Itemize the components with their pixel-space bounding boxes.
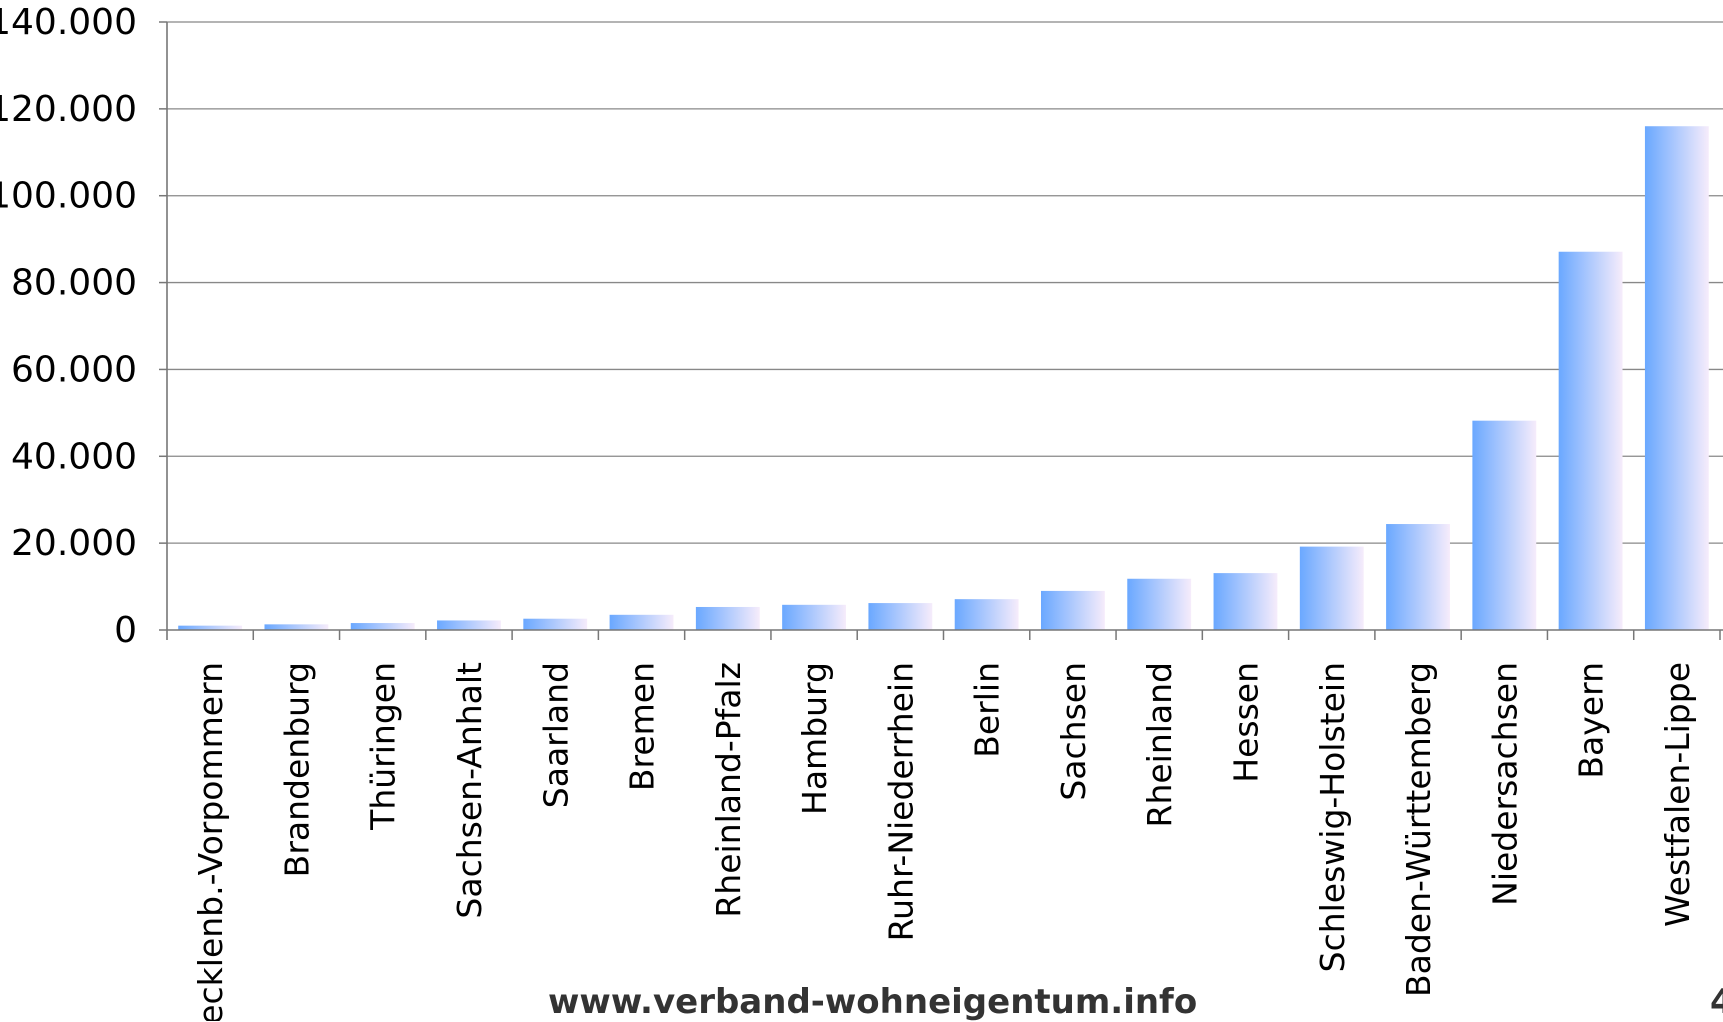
x-tick-label: Niedersachsen [1485,662,1524,906]
x-tick-label: Mecklenb.-Vorpommern [191,662,230,1021]
bar [1040,590,1105,630]
x-tick-label: Rheinland-Pfalz [709,662,748,918]
x-tick-label: Westfalen-Lippe [1658,662,1697,927]
y-tick-label: 40.000 [11,436,137,477]
y-tick-label: 80.000 [11,263,137,304]
page-number: 4 [1710,982,1723,1022]
bar [609,614,674,630]
x-tick-label: Sachsen [1054,662,1093,801]
bar [523,618,588,630]
x-tick-label: Baden-Württemberg [1399,662,1438,997]
bar [1299,546,1364,630]
bar [1558,251,1623,631]
bar [782,604,847,630]
x-tick-label: Saarland [536,662,575,808]
x-tick-label: Bayern [1572,662,1611,779]
y-tick-label: 0 [114,610,137,651]
bar [868,603,933,630]
y-tick-label: 60.000 [11,349,137,390]
bar [264,624,329,630]
footer-url: www.verband-wohneigentum.info [548,982,1198,1022]
gridlines [167,21,1723,544]
x-tick-label: Sachsen-Anhalt [450,662,489,919]
x-tick-label: Bremen [623,662,662,791]
bar [954,599,1019,630]
x-axis-ticks: Mecklenb.-Vorpommern Brandenburg Thüringen… [191,630,1721,1021]
y-tick-label: 140.000 [0,2,137,43]
x-tick-label: Brandenburg [277,662,316,877]
x-tick-label: Berlin [968,662,1007,758]
bar [437,620,501,630]
bar [1472,420,1537,630]
bar [1644,126,1709,630]
bar [350,623,415,630]
bar [1213,573,1278,630]
y-tick-label: 120.000 [0,89,137,130]
x-tick-label: Schleswig-Holstein [1313,662,1352,972]
y-tick-label: 20.000 [11,523,137,564]
y-axis-ticks: 0 20.000 40.000 60.000 80.000 100.000 120.000 1… [0,2,167,651]
x-tick-label: Ruhr-Niederrhein [881,662,920,941]
x-tick-label: Hamburg [795,662,834,815]
bar [695,606,760,630]
bar [1127,578,1192,630]
bar [1386,524,1450,630]
x-tick-label: Rheinland [1140,662,1179,827]
y-tick-label: 100.000 [0,176,137,217]
x-tick-label: Hessen [1226,662,1265,783]
bars [178,126,1709,631]
x-tick-label: Thüringen [364,662,403,831]
bar [178,625,243,630]
